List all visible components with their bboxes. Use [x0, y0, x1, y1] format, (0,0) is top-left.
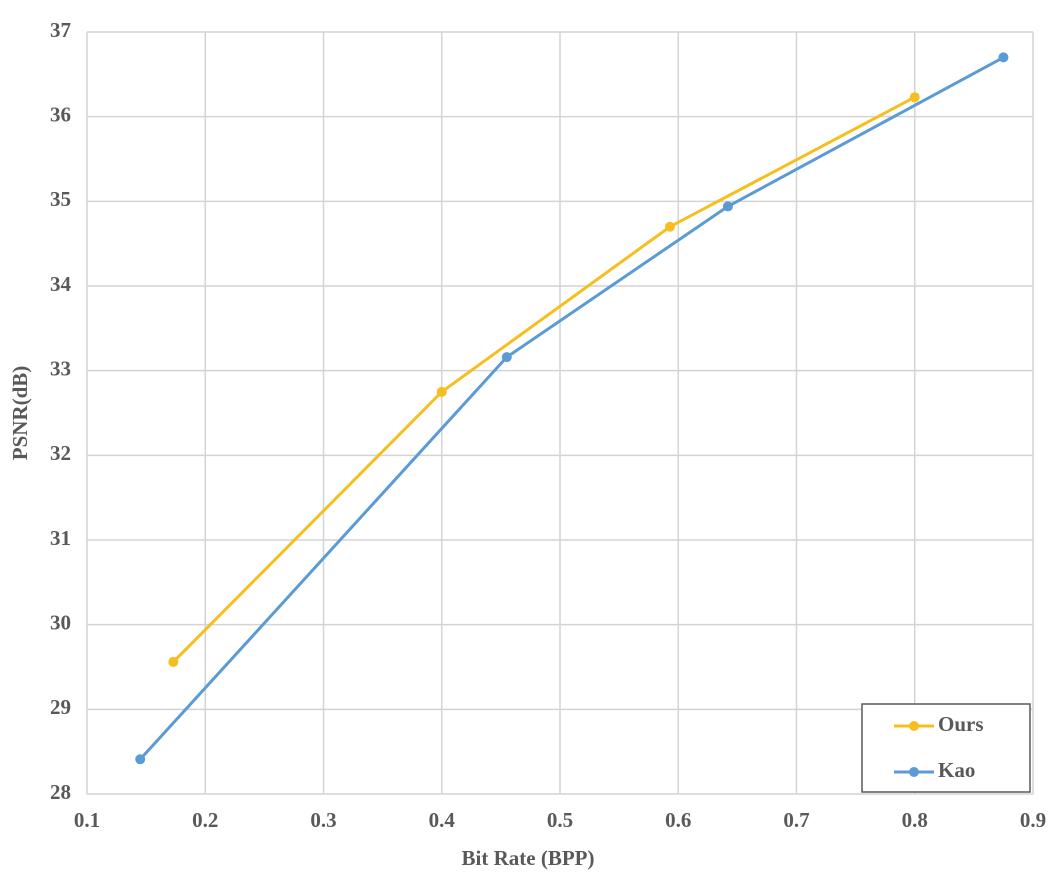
data-point [135, 754, 146, 765]
y-tick-label: 33 [50, 356, 71, 380]
x-tick-label: 0.1 [74, 808, 100, 832]
y-tick-label: 37 [50, 18, 71, 42]
legend-marker [909, 767, 919, 777]
data-point [998, 52, 1009, 63]
x-tick-label: 0.8 [902, 808, 928, 832]
y-tick-label: 34 [50, 272, 72, 296]
legend-label: Kao [938, 758, 975, 782]
y-tick-label: 31 [50, 526, 71, 550]
data-point [168, 656, 179, 667]
x-tick-label: 0.4 [429, 808, 456, 832]
series-line [172, 95, 916, 663]
data-point [501, 352, 512, 363]
y-tick-label: 29 [50, 695, 71, 719]
legend-box [861, 703, 1031, 793]
x-tick-label: 0.2 [192, 808, 218, 832]
x-axis-label: Bit Rate (BPP) [462, 846, 595, 870]
y-axis-label: PSNR(dB) [8, 366, 32, 461]
legend-marker [909, 721, 919, 731]
y-tick-label: 32 [50, 441, 71, 465]
y-tick-label: 30 [50, 610, 71, 634]
x-tick-label: 0.3 [310, 808, 336, 832]
data-point [909, 92, 920, 103]
data-point [436, 386, 447, 397]
y-tick-label: 36 [50, 102, 71, 126]
legend-label: Ours [938, 712, 984, 736]
data-point [722, 201, 733, 212]
x-tick-label: 0.5 [547, 808, 573, 832]
y-tick-label: 35 [50, 187, 71, 211]
x-tick-label: 0.6 [665, 808, 691, 832]
legend: Ours Kao [861, 703, 1031, 793]
x-tick-label: 0.9 [1020, 808, 1046, 832]
series-line [139, 56, 1005, 761]
data-point [664, 221, 675, 232]
y-tick-label: 28 [50, 780, 71, 804]
x-tick-label: 0.7 [783, 808, 809, 832]
